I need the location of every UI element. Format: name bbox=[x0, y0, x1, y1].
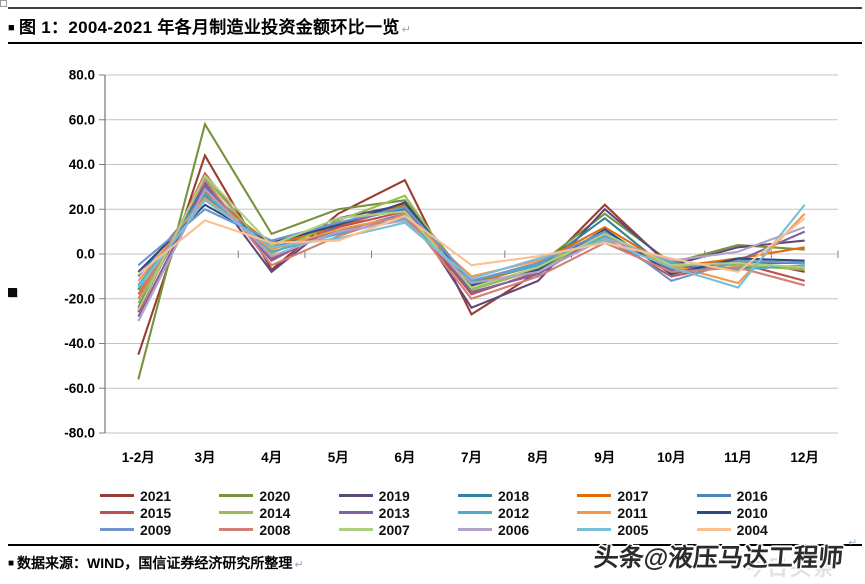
y-tick-label: -60.0 bbox=[64, 381, 95, 396]
series-line-2008 bbox=[137, 178, 805, 300]
bottom-rule bbox=[8, 544, 862, 546]
x-tick-label: 10月 bbox=[657, 450, 686, 465]
series-line-2019 bbox=[137, 180, 805, 309]
series-line-2004 bbox=[137, 214, 806, 275]
margin-bullet-icon bbox=[8, 288, 17, 297]
legend-item-2010: 2010 bbox=[696, 504, 816, 521]
legend-item-2020: 2020 bbox=[219, 487, 338, 504]
source-note-text: 数据来源：WIND，国信证券经济研究所整理 bbox=[17, 555, 293, 571]
legend-swatch-icon bbox=[458, 528, 492, 531]
legend-item-2017: 2017 bbox=[577, 487, 696, 504]
legend-item-2016: 2016 bbox=[696, 487, 816, 504]
legend-swatch-icon bbox=[219, 494, 254, 497]
x-tick-label: 9月 bbox=[594, 450, 615, 465]
paragraph-return-icon: ↵ bbox=[848, 537, 858, 549]
legend-swatch-icon bbox=[338, 511, 373, 514]
legend-label: 2017 bbox=[617, 487, 649, 504]
figure-title: ■ 图 1：2004-2021 年各月制造业投资金额环比一览 ↵ bbox=[8, 13, 411, 38]
legend-item-2005: 2005 bbox=[577, 521, 696, 538]
x-tick-label: 12月 bbox=[790, 450, 819, 465]
y-tick-label: 20.0 bbox=[69, 202, 95, 217]
legend-label: 2014 bbox=[259, 504, 291, 521]
legend-item-2012: 2012 bbox=[458, 504, 577, 521]
legend-swatch-icon bbox=[338, 528, 373, 531]
legend-item-2014: 2014 bbox=[219, 504, 338, 521]
x-tick-label: 11月 bbox=[724, 450, 752, 465]
legend-item-2011: 2011 bbox=[577, 504, 696, 521]
legend-swatch-icon bbox=[338, 494, 373, 497]
watermark: 头条@液压马达工程师 bbox=[592, 544, 845, 572]
legend-swatch-icon bbox=[100, 494, 134, 497]
legend-label: 2020 bbox=[259, 487, 291, 504]
x-tick-label: 8月 bbox=[528, 450, 549, 465]
y-tick-label: -40.0 bbox=[64, 336, 95, 351]
figure-title-text: 图 1：2004-2021 年各月制造业投资金额环比一览 bbox=[18, 18, 400, 37]
legend-label: 2013 bbox=[378, 504, 410, 521]
anchor-handle bbox=[0, 0, 7, 7]
y-tick-label: 0.0 bbox=[76, 247, 95, 262]
legend-label: 2010 bbox=[736, 504, 768, 521]
x-tick-label: 5月 bbox=[328, 450, 349, 465]
x-tick-label: 7月 bbox=[461, 450, 482, 465]
return-mark-icon: ↵ bbox=[401, 24, 412, 36]
legend-label: 2009 bbox=[140, 521, 172, 538]
x-tick-label: 6月 bbox=[394, 450, 415, 465]
return-mark-icon: ↵ bbox=[294, 559, 304, 571]
y-tick-label: 60.0 bbox=[69, 112, 95, 127]
footer-bullet-icon: ■ bbox=[8, 558, 15, 569]
legend-label: 2005 bbox=[617, 521, 649, 538]
legend-label: 2008 bbox=[259, 521, 291, 538]
legend-label: 2015 bbox=[140, 504, 172, 521]
series-line-2005 bbox=[137, 198, 806, 289]
y-tick-label: 40.0 bbox=[69, 157, 95, 172]
legend-item-2009: 2009 bbox=[100, 521, 219, 538]
legend-item-2015: 2015 bbox=[100, 504, 219, 521]
top-rule bbox=[8, 7, 862, 9]
y-tick-label: -80.0 bbox=[64, 426, 95, 441]
title-underline bbox=[8, 42, 862, 44]
legend-label: 2007 bbox=[378, 521, 410, 538]
legend-swatch-icon bbox=[696, 528, 731, 531]
legend-item-2007: 2007 bbox=[338, 521, 458, 538]
legend-label: 2019 bbox=[378, 487, 410, 504]
legend-item-2006: 2006 bbox=[458, 521, 577, 538]
legend-swatch-icon bbox=[458, 494, 492, 497]
legend-label: 2004 bbox=[736, 521, 768, 538]
legend-swatch-icon bbox=[577, 528, 612, 531]
legend-label: 2012 bbox=[498, 504, 530, 521]
x-tick-label: 3月 bbox=[194, 450, 215, 465]
legend-label: 2016 bbox=[736, 487, 768, 504]
legend-label: 2006 bbox=[498, 521, 530, 538]
legend-item-2019: 2019 bbox=[338, 487, 458, 504]
x-tick-label: 4月 bbox=[261, 450, 282, 465]
legend-swatch-icon bbox=[696, 494, 731, 497]
line-chart: -80.0 -60.0 -40.0 -20.0 0.0 20.0 40.0 60.0 80.0 1… bbox=[64, 68, 839, 465]
legend: 2021 2020 2019 2018 2017 2016 2015 2014 2013 2012… bbox=[100, 487, 816, 538]
legend-label: 2018 bbox=[498, 487, 530, 504]
legend-label: 2021 bbox=[140, 487, 172, 504]
legend-swatch-icon bbox=[100, 511, 134, 514]
legend-item-2004: 2004 bbox=[696, 521, 816, 538]
legend-swatch-icon bbox=[577, 494, 612, 497]
legend-item-2021: 2021 bbox=[100, 487, 219, 504]
legend-item-2013: 2013 bbox=[338, 504, 458, 521]
legend-swatch-icon bbox=[696, 511, 731, 514]
title-bullet-icon: ■ bbox=[8, 22, 15, 34]
y-tick-label: -20.0 bbox=[64, 291, 95, 306]
series-line-2007 bbox=[137, 173, 805, 311]
legend-item-2018: 2018 bbox=[458, 487, 577, 504]
legend-swatch-icon bbox=[219, 528, 254, 531]
legend-swatch-icon bbox=[219, 511, 254, 514]
legend-swatch-icon bbox=[100, 528, 134, 531]
legend-label: 2011 bbox=[617, 504, 648, 521]
legend-swatch-icon bbox=[458, 511, 492, 514]
legend-swatch-icon bbox=[577, 511, 612, 514]
series-line-2006 bbox=[137, 187, 806, 322]
source-note: ■ 数据来源：WIND，国信证券经济研究所整理 ↵ bbox=[8, 553, 304, 573]
legend-item-2008: 2008 bbox=[219, 521, 338, 538]
y-tick-label: 80.0 bbox=[69, 68, 95, 83]
ghost-watermark: 今日头条 bbox=[744, 557, 836, 580]
x-tick-label: 1-2月 bbox=[122, 450, 155, 465]
